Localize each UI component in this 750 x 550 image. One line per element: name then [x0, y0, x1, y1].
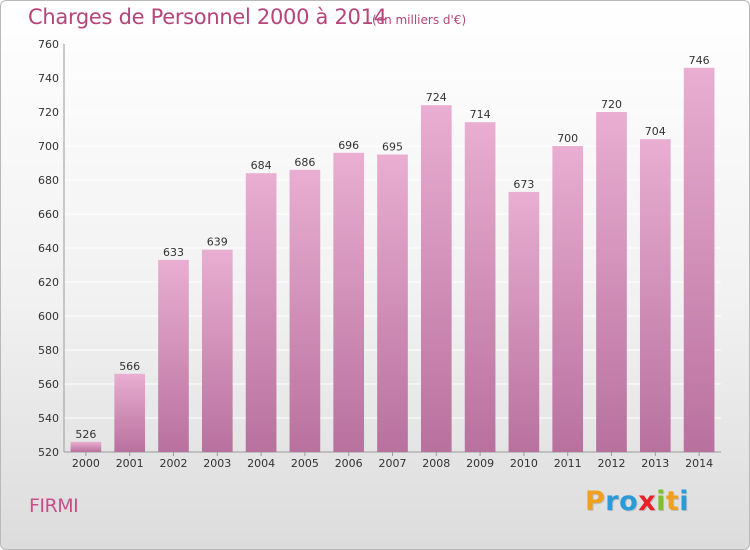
bar	[464, 122, 496, 452]
data-label: 724	[426, 91, 447, 104]
x-tick-label: 2013	[641, 457, 669, 470]
bar	[70, 441, 102, 452]
data-label: 686	[294, 156, 315, 169]
y-tick-label: 540	[38, 412, 59, 425]
x-tick-label: 2011	[554, 457, 582, 470]
logo-letter: P	[585, 486, 606, 517]
data-label: 714	[470, 108, 491, 121]
data-label: 566	[119, 360, 140, 373]
y-tick-label: 760	[38, 38, 59, 51]
bar	[289, 169, 321, 453]
chart-subtitle: (en milliers d'€)	[372, 13, 467, 27]
bar	[508, 191, 540, 452]
x-tick-label: 2009	[466, 457, 494, 470]
logo-letter: x	[638, 486, 657, 517]
logo-letter: i	[679, 486, 690, 517]
x-tick-label: 2008	[422, 457, 450, 470]
data-label: 696	[338, 139, 359, 152]
data-label: 639	[207, 236, 228, 249]
x-tick-label: 2004	[247, 457, 275, 470]
y-tick-label: 640	[38, 242, 59, 255]
bar	[158, 259, 189, 452]
x-tick-label: 2007	[379, 457, 407, 470]
data-label: 526	[75, 428, 96, 441]
x-tick-label: 2010	[510, 457, 538, 470]
bar	[245, 173, 277, 452]
y-tick-label: 580	[38, 344, 59, 357]
x-tick-label: 2003	[203, 457, 231, 470]
data-label: 673	[513, 178, 534, 191]
bar	[639, 139, 671, 452]
chart-title: Charges de Personnel 2000 à 2014	[28, 5, 387, 29]
x-tick-label: 2000	[72, 457, 100, 470]
y-tick-label: 740	[38, 72, 59, 85]
x-tick-label: 2006	[335, 457, 363, 470]
data-label: 700	[557, 132, 578, 145]
proxiti-logo: Proxiti	[585, 486, 689, 517]
bar	[201, 249, 233, 452]
x-tick-label: 2012	[598, 457, 626, 470]
bar	[333, 152, 365, 453]
logo-letter: i	[656, 486, 666, 517]
data-label: 684	[251, 159, 272, 172]
bar	[683, 67, 715, 453]
y-tick-label: 600	[38, 310, 59, 323]
y-tick-label: 680	[38, 174, 59, 187]
x-tick-label: 2014	[685, 457, 713, 470]
y-tick-label: 660	[38, 208, 59, 221]
y-tick-label: 620	[38, 276, 59, 289]
data-label: 746	[689, 54, 710, 67]
data-label: 633	[163, 246, 184, 259]
commune-name: FIRMI	[29, 495, 79, 517]
bar	[377, 154, 408, 452]
bar	[420, 105, 452, 452]
logo-letter: o	[619, 486, 639, 517]
bar	[552, 146, 584, 452]
x-tick-label: 2002	[160, 457, 188, 470]
y-tick-label: 560	[38, 378, 59, 391]
bar	[596, 112, 627, 452]
bar	[114, 373, 146, 452]
x-tick-label: 2005	[291, 457, 319, 470]
data-label: 720	[601, 98, 622, 111]
y-tick-label: 700	[38, 140, 59, 153]
y-tick-label: 720	[38, 106, 59, 119]
logo-letter: t	[665, 486, 680, 517]
x-tick-label: 2001	[116, 457, 144, 470]
y-tick-label: 520	[38, 446, 59, 459]
data-label: 695	[382, 141, 403, 154]
logo-letter: r	[605, 486, 620, 517]
data-label: 704	[645, 125, 666, 138]
